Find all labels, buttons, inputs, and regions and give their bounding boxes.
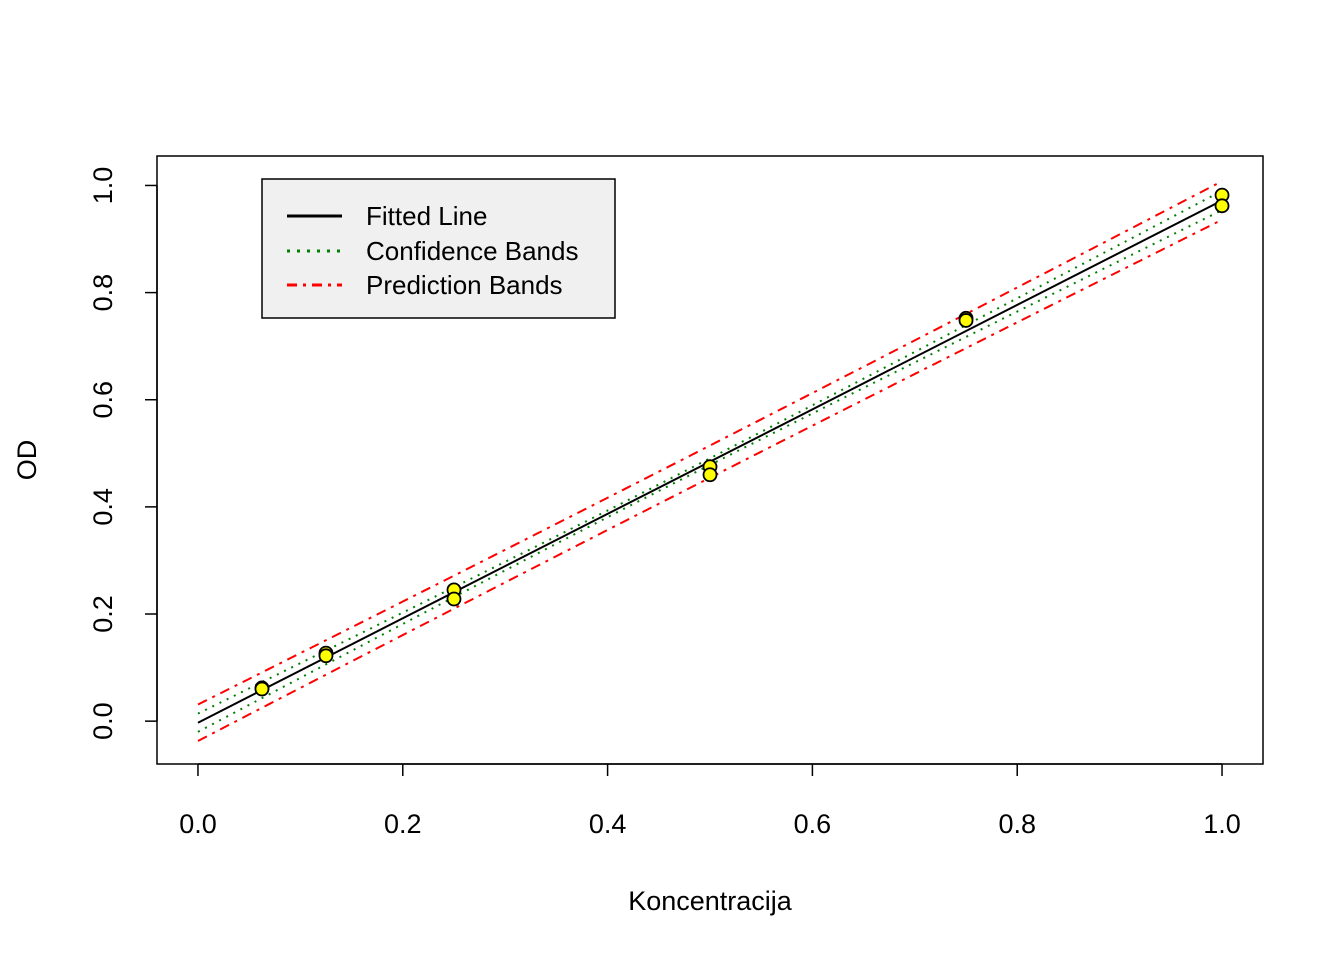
x-tick-label: 0.8: [998, 809, 1036, 839]
y-tick-label: 0.2: [88, 595, 118, 633]
x-tick-label: 0.0: [179, 809, 217, 839]
data-point: [702, 467, 718, 483]
prediction-band-upper: [197, 180, 1223, 706]
data-point: [1214, 198, 1230, 214]
y-axis-label: OD: [12, 440, 42, 481]
y-tick-label: 0.8: [88, 274, 118, 312]
x-axis: 0.0 0.2 0.4 0.6 0.8 1.0: [179, 763, 1241, 839]
x-axis-label: Koncentracija: [628, 886, 793, 916]
legend-box: [261, 178, 616, 319]
y-tick-label: 0.4: [88, 488, 118, 526]
data-point: [318, 648, 334, 664]
legend-label-fitted: Fitted Line: [366, 201, 487, 231]
data-points: [254, 187, 1230, 697]
legend-label-prediction: Prediction Bands: [366, 270, 563, 300]
legend-label-confidence: Confidence Bands: [366, 236, 578, 266]
data-point: [254, 681, 270, 697]
y-tick-label: 1.0: [88, 167, 118, 205]
x-tick-label: 0.2: [384, 809, 422, 839]
x-tick-label: 0.6: [794, 809, 832, 839]
y-tick-label: 0.0: [88, 702, 118, 740]
y-axis: 0.0 0.2 0.4 0.6 0.8 1.0: [88, 167, 158, 740]
legend: Fitted Line Confidence Bands Prediction …: [261, 178, 616, 319]
data-point: [446, 591, 462, 607]
y-tick-label: 0.6: [88, 381, 118, 419]
x-tick-label: 1.0: [1203, 809, 1241, 839]
x-tick-label: 0.4: [589, 809, 627, 839]
data-point: [958, 313, 974, 328]
